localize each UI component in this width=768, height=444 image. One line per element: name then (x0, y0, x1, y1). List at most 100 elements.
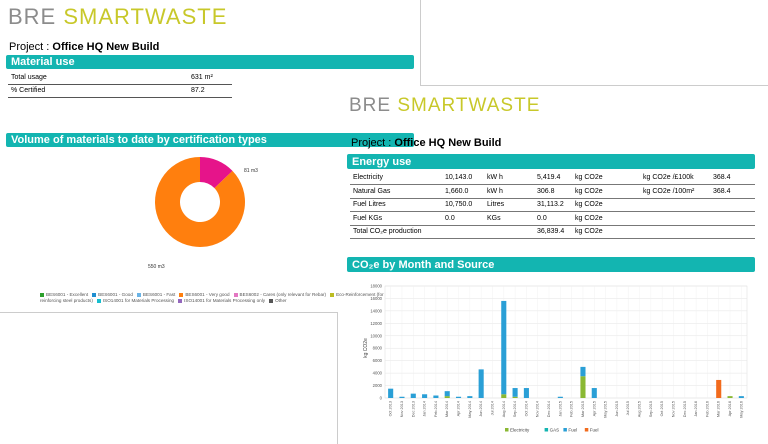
energy-co2-unit: kg CO2e (572, 198, 640, 212)
volume-certification-header: Volume of materials to date by certifica… (6, 133, 414, 147)
x-tick-label: Mar 2016 (717, 401, 721, 417)
brand-logo: BRE SMARTWASTE (349, 95, 541, 116)
table-row: Electricity 10,143.0 kW h 5,419.4 kg CO2e kg … (350, 171, 755, 185)
legend-label: Eco-Reinforcement (for reinforcing steel… (40, 292, 384, 303)
table-row: Fuel KGs 0.0 KGs 0.0 kg CO2e (350, 211, 755, 226)
x-tick-label: Jan 2015 (558, 401, 562, 417)
legend-label: GAS (550, 428, 560, 433)
page-border (420, 0, 421, 86)
legend-item: BES6002 - Cares (only relevant for Rebar… (233, 292, 327, 297)
bar-segment (591, 388, 597, 398)
bar-segment (580, 366, 586, 377)
donut-label-large: 550 m3 (148, 264, 165, 270)
x-tick-label: Jun 2014 (479, 401, 483, 417)
energy-co2: 36,839.4 (534, 225, 572, 239)
y-axis-label: kg CO2e (363, 338, 369, 358)
bar-segment (444, 391, 450, 397)
material-row-value: 631 m² (188, 71, 232, 85)
legend-swatch (92, 292, 97, 297)
energy-source: Natural Gas (350, 184, 442, 199)
bar-segment (467, 396, 473, 398)
y-tick-label: 4000 (373, 371, 383, 376)
certification-legend: BES6001 - Excellent BES6001 - Good BES6001… (40, 292, 390, 304)
legend-label: BES6001 - Good (98, 292, 133, 297)
co2-month-source-header: CO₂e by Month and Source (347, 257, 755, 272)
x-tick-label: Apr 2016 (728, 401, 732, 416)
x-tick-label: Oct 2014 (524, 401, 528, 416)
y-tick-label: 10000 (370, 333, 382, 338)
energy-source: Total CO₂e production (350, 225, 442, 239)
energy-quantity (442, 225, 484, 239)
project-title: Project : Office HQ New Build (9, 41, 160, 53)
legend-label: BES6002 - Cares (only relevant for Rebar… (239, 292, 327, 297)
x-tick-label: Aug 2015 (638, 401, 642, 417)
x-tick-label: Apr 2015 (592, 401, 596, 416)
bar-segment (512, 388, 518, 397)
legend-label: BES6001 - Fast (142, 292, 176, 297)
legend-swatch (544, 428, 549, 432)
energy-metric: kg CO2e /£100k (640, 171, 710, 185)
x-tick-label: Sep 2015 (649, 401, 653, 417)
x-tick-label: Feb 2014 (434, 401, 438, 417)
legend-label: Electricity (510, 428, 530, 433)
energy-co2-unit: kg CO2e (572, 184, 640, 199)
legend-label: BES6001 - Excellent (46, 292, 89, 297)
x-tick-label: Mar 2014 (445, 401, 449, 417)
brand-logo: BRE SMARTWASTE (8, 4, 228, 29)
x-tick-label: Sep 2014 (513, 401, 517, 417)
x-tick-label: Feb 2016 (705, 401, 709, 417)
x-tick-label: Nov 2015 (671, 401, 675, 417)
energy-co2: 31,113.2 (534, 198, 572, 212)
y-tick-label: 14000 (370, 308, 382, 313)
energy-metric (640, 198, 710, 212)
legend-item: BES6001 - Excellent (40, 292, 88, 297)
energy-source: Fuel KGs (350, 211, 442, 226)
legend-label: BES6001 - Very good (185, 292, 230, 297)
legend-item: Eco-Reinforcement (for reinforcing steel… (40, 292, 384, 303)
table-row: Total usage 631 m² (8, 71, 232, 85)
energy-quantity: 0.0 (442, 211, 484, 226)
legend-swatch (330, 292, 335, 297)
x-tick-label: Feb 2015 (570, 401, 574, 417)
y-tick-label: 16000 (370, 296, 382, 301)
legend-item: ISO14001 for Materials Processing (96, 298, 174, 303)
legend-swatch (136, 292, 141, 297)
energy-unit: kW h (484, 184, 534, 199)
energy-source: Fuel Litres (350, 198, 442, 212)
certification-donut-chart: 81 m3 550 m3 (148, 157, 258, 270)
energy-unit: Litres (484, 198, 534, 212)
energy-unit: kW h (484, 171, 534, 185)
page-border (420, 85, 768, 86)
material-use-header: Material use (6, 55, 414, 69)
table-row: Fuel Litres 10,750.0 Litres 31,113.2 kg CO2e (350, 198, 755, 212)
legend-label: Other (275, 298, 287, 303)
bar-segment (738, 396, 744, 398)
energy-co2: 5,419.4 (534, 171, 572, 185)
legend-item: ISO14001 for Materials Processing only (178, 298, 265, 303)
energy-use-table: Electricity 10,143.0 kW h 5,419.4 kg CO2e kg … (350, 171, 755, 239)
x-tick-label: May 2015 (604, 401, 608, 418)
legend-swatch (269, 298, 274, 303)
energy-co2: 306.8 (534, 184, 572, 199)
legend-swatch (178, 298, 183, 303)
legend-swatch (40, 292, 44, 297)
x-tick-label: Jun 2015 (615, 401, 619, 417)
energy-metric-value: 368.4 (710, 184, 755, 199)
page-border (337, 312, 338, 444)
bar-segment (388, 388, 394, 398)
energy-metric (640, 211, 710, 226)
table-row: Total CO₂e production 36,839.4 kg CO2e (350, 225, 755, 239)
material-row-label: % Certified (8, 84, 188, 98)
donut-slice (155, 157, 245, 247)
energy-co2-unit: kg CO2e (572, 211, 640, 226)
energy-metric-value: 368.4 (710, 171, 755, 185)
table-row: Natural Gas 1,660.0 kW h 306.8 kg CO2e kg CO2… (350, 184, 755, 199)
legend-label: Fuel (590, 428, 599, 433)
y-tick-label: 12000 (370, 321, 382, 326)
x-tick-label: Aug 2014 (502, 401, 506, 417)
energy-unit (484, 225, 534, 239)
x-tick-label: May 2014 (468, 401, 472, 418)
energy-co2-unit: kg CO2e (572, 171, 640, 185)
x-tick-label: Oct 2015 (660, 401, 664, 416)
x-tick-label: Oct 2013 (389, 401, 393, 416)
